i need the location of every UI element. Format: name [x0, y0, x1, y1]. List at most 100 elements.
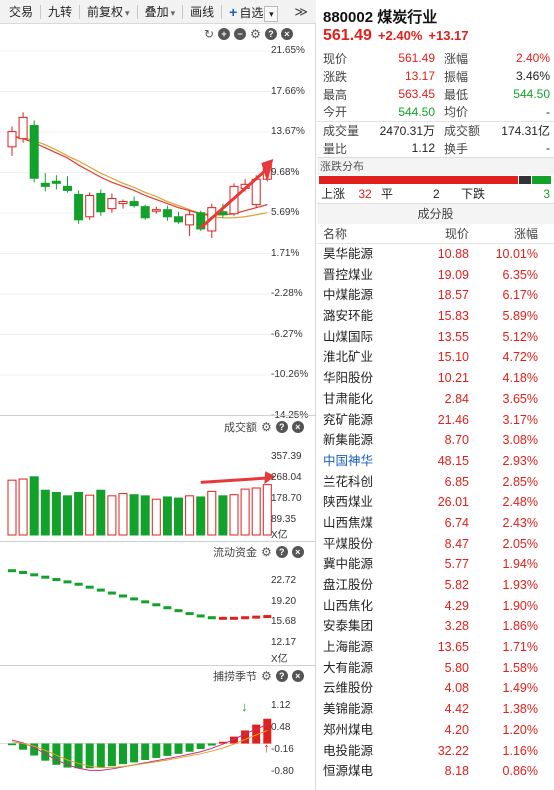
stock-name[interactable]: 云维股份: [323, 681, 374, 696]
constituent-row[interactable]: 兰花科创 6.85 2.85%: [317, 472, 554, 493]
stock-name[interactable]: 电投能源: [323, 743, 374, 758]
stock-price: 13.65: [437, 640, 469, 655]
constituent-row[interactable]: 山西焦煤 6.74 2.43%: [317, 513, 554, 534]
close-icon[interactable]: ×: [291, 670, 304, 682]
constituent-row[interactable]: 潞安环能 15.83 5.89%: [317, 306, 554, 327]
stock-name[interactable]: 美锦能源: [323, 702, 374, 717]
gear-icon[interactable]: ⚙: [261, 669, 272, 683]
index-title: 880002 煤炭行业: [317, 0, 554, 27]
stock-name[interactable]: 郑州煤电: [323, 722, 374, 737]
stock-name[interactable]: 淮北矿业: [323, 350, 374, 365]
stock-name[interactable]: 上海能源: [323, 640, 374, 655]
stock-name[interactable]: 新集能源: [323, 433, 374, 448]
constituent-row[interactable]: 中国神华 48.15 2.93%: [317, 451, 554, 472]
trade-button[interactable]: 交易: [9, 4, 34, 19]
stock-price: 13.55: [437, 329, 469, 344]
constituent-row[interactable]: 平煤股份 8.47 2.05%: [317, 534, 554, 555]
stock-name[interactable]: 甘肃能化: [323, 391, 374, 406]
favorite-dropdown-arrow[interactable]: ▾: [264, 5, 279, 22]
stock-name[interactable]: 兖矿能源: [323, 412, 374, 427]
stock-name[interactable]: 兰花科创: [323, 474, 374, 489]
constituent-row[interactable]: 晋控煤业 19.09 6.35%: [317, 265, 554, 286]
volume-bar: [7, 479, 17, 536]
close-icon[interactable]: ×: [291, 546, 304, 558]
constituent-row[interactable]: 云维股份 4.08 1.49%: [317, 678, 554, 699]
quote-value: 3.46%: [515, 69, 550, 83]
draw-line-button[interactable]: 画线: [190, 4, 215, 19]
close-icon[interactable]: ×: [291, 421, 304, 433]
fund-mark: [107, 591, 116, 595]
constituent-row[interactable]: 华阳股份 10.21 4.18%: [317, 368, 554, 389]
trend-arrow-head: [261, 158, 274, 183]
help-icon[interactable]: ?: [264, 28, 277, 40]
help-icon[interactable]: ?: [275, 546, 288, 558]
volume-bar: [96, 489, 106, 536]
stock-name[interactable]: 山西焦化: [323, 598, 374, 613]
stock-name[interactable]: 恒源煤电: [323, 764, 374, 779]
stock-name[interactable]: 冀中能源: [323, 557, 374, 572]
candlestick-chart[interactable]: [0, 40, 316, 420]
season-bar: [41, 743, 50, 761]
more-chevron-icon[interactable]: ≫: [294, 3, 308, 19]
adjust-dropdown[interactable]: 前复权: [80, 0, 137, 24]
constituent-row[interactable]: 盘江股份 5.82 1.93%: [317, 575, 554, 596]
y-tick-label: 178.70: [271, 493, 302, 504]
stock-name[interactable]: 山西焦煤: [323, 515, 374, 530]
gear-icon[interactable]: ⚙: [261, 420, 272, 434]
gear-icon[interactable]: ⚙: [250, 27, 261, 41]
help-icon[interactable]: ?: [275, 421, 288, 433]
constituent-row[interactable]: 冀中能源 5.77 1.94%: [317, 554, 554, 575]
stock-name[interactable]: 大有能源: [323, 660, 374, 675]
header-price[interactable]: 现价: [444, 227, 469, 241]
down-label: 下跌: [461, 187, 486, 201]
constituent-row[interactable]: 甘肃能化 2.84 3.65%: [317, 389, 554, 410]
constituent-row[interactable]: 兖矿能源 21.46 3.17%: [317, 410, 554, 431]
stock-name[interactable]: 山煤国际: [323, 329, 374, 344]
constituent-row[interactable]: 大有能源 5.80 1.58%: [317, 658, 554, 679]
quote-table: 现价 561.49 涨幅 2.40% 涨跌 13.17 振幅 3.46% 最高 563.45 最低 5…: [317, 49, 554, 157]
stock-name[interactable]: 华阳股份: [323, 371, 374, 386]
header-name[interactable]: 名称: [323, 227, 348, 241]
stock-name[interactable]: 陕西煤业: [323, 495, 374, 510]
constituent-row[interactable]: 陕西煤业 26.01 2.48%: [317, 492, 554, 513]
constituent-row[interactable]: 昊华能源 10.88 10.01%: [317, 244, 554, 265]
candle-body: [185, 214, 195, 226]
constituent-row[interactable]: 郑州煤电 4.20 1.20%: [317, 720, 554, 741]
stock-name[interactable]: 潞安环能: [323, 309, 374, 324]
header-change[interactable]: 涨幅: [513, 227, 538, 241]
stock-name[interactable]: 中国神华: [323, 453, 374, 468]
constituent-row[interactable]: 恒源煤电 8.18 0.86%: [317, 761, 554, 782]
refresh-icon[interactable]: ↻: [204, 27, 215, 41]
constituent-row[interactable]: 上海能源 13.65 1.71%: [317, 637, 554, 658]
constituent-row[interactable]: 山煤国际 13.55 5.12%: [317, 327, 554, 348]
zoom-in-icon[interactable]: +: [218, 28, 231, 40]
index-code: 880002: [323, 9, 374, 26]
constituent-row[interactable]: 电投能源 32.22 1.16%: [317, 741, 554, 762]
stock-change: 1.38%: [502, 702, 538, 717]
constituent-row[interactable]: 中煤能源 18.57 6.17%: [317, 285, 554, 306]
gear-icon[interactable]: ⚙: [261, 545, 272, 559]
constituent-row[interactable]: 新集能源 8.70 3.08%: [317, 430, 554, 451]
stock-name[interactable]: 平煤股份: [323, 536, 374, 551]
constituent-row[interactable]: 美锦能源 4.42 1.38%: [317, 699, 554, 720]
stock-name[interactable]: 昊华能源: [323, 247, 374, 261]
zoom-out-icon[interactable]: −: [234, 28, 247, 40]
volume-chart[interactable]: [0, 435, 316, 536]
stock-name[interactable]: 中煤能源: [323, 288, 374, 303]
constituent-row[interactable]: 安泰集团 3.28 1.86%: [317, 616, 554, 637]
overlay-dropdown[interactable]: 叠加: [138, 0, 183, 24]
constituent-row[interactable]: 淮北矿业 15.10 4.72%: [317, 347, 554, 368]
nine-turn-button[interactable]: 九转: [48, 4, 73, 19]
help-icon[interactable]: ?: [275, 670, 288, 682]
close-icon[interactable]: ×: [280, 28, 293, 40]
stock-name[interactable]: 安泰集团: [323, 619, 374, 634]
stock-name[interactable]: 晋控煤业: [323, 267, 374, 282]
season-indicator-chart[interactable]: ↓↑: [0, 683, 316, 788]
stock-name[interactable]: 盘江股份: [323, 578, 374, 592]
add-favorite-button[interactable]: + 自选 ▾: [222, 0, 285, 24]
stock-price: 5.77: [444, 557, 469, 572]
candle-body: [107, 198, 117, 210]
quote-row: 量比 1.12 换手 -: [317, 139, 554, 157]
constituent-row[interactable]: 山西焦化 4.29 1.90%: [317, 596, 554, 617]
fund-flow-chart[interactable]: [0, 556, 316, 656]
